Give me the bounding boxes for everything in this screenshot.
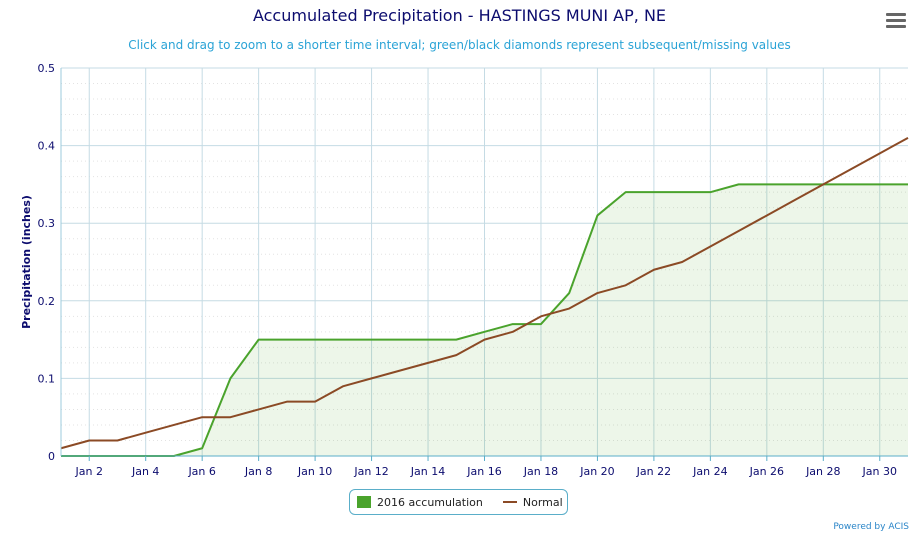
- y-tick-label: 0.1: [38, 372, 56, 385]
- x-tick-label: Jan 28: [805, 465, 840, 478]
- x-tick-label: Jan 16: [466, 465, 501, 478]
- line-layer: [60, 136, 909, 457]
- y-tick-label: 0.4: [38, 140, 56, 153]
- x-tick-label: Jan 12: [353, 465, 388, 478]
- legend-label-normal: Normal: [522, 495, 563, 509]
- normal-line: [60, 136, 909, 450]
- x-tick-label: Jan 6: [187, 465, 215, 478]
- legend-label-accumulation: 2016 accumulation: [377, 495, 483, 509]
- y-tick-label: 0.2: [38, 295, 56, 308]
- accumulation-swatch-icon: [357, 496, 371, 508]
- legend-item-normal[interactable]: Normal: [502, 495, 563, 509]
- x-tick-label: Jan 18: [523, 465, 558, 478]
- area-layer: [61, 184, 908, 456]
- chart-title: Accumulated Precipitation - HASTINGS MUN…: [252, 6, 667, 25]
- legend: 2016 accumulation Normal: [349, 489, 568, 515]
- y-tick-label: 0.3: [38, 217, 56, 230]
- x-tick-label: Jan 10: [297, 465, 332, 478]
- normal-swatch-icon: [502, 501, 517, 503]
- y-tick-label: 0: [48, 450, 55, 463]
- axes: 0 0.1 0.2 0.3 0.4 0.5 Jan 2 Jan 4 Jan 6 Jan 8 Jan …: [38, 62, 908, 478]
- x-tick-label: Jan 30: [862, 465, 897, 478]
- grid: [61, 67, 908, 456]
- x-tick-label: Jan 26: [749, 465, 784, 478]
- x-tick-label: Jan 24: [692, 465, 727, 478]
- x-tick-label: Jan 4: [131, 465, 159, 478]
- accumulation-line: [61, 183, 908, 457]
- x-tick-label: Jan 14: [410, 465, 445, 478]
- x-tick-label: Jan 20: [579, 465, 614, 478]
- accumulation-area: [61, 184, 908, 456]
- hamburger-menu-icon[interactable]: [886, 13, 906, 29]
- y-tick-label: 0.5: [38, 62, 56, 75]
- powered-by-link[interactable]: Powered by ACIS: [833, 522, 909, 532]
- chart-subtitle: Click and drag to zoom to a shorter time…: [128, 38, 791, 52]
- x-tick-label: Jan 8: [244, 465, 272, 478]
- y-axis-label: Precipitation (inches): [20, 195, 33, 329]
- x-tick-label: Jan 2: [75, 465, 103, 478]
- legend-item-accumulation[interactable]: 2016 accumulation: [357, 496, 483, 509]
- x-tick-label: Jan 22: [636, 465, 671, 478]
